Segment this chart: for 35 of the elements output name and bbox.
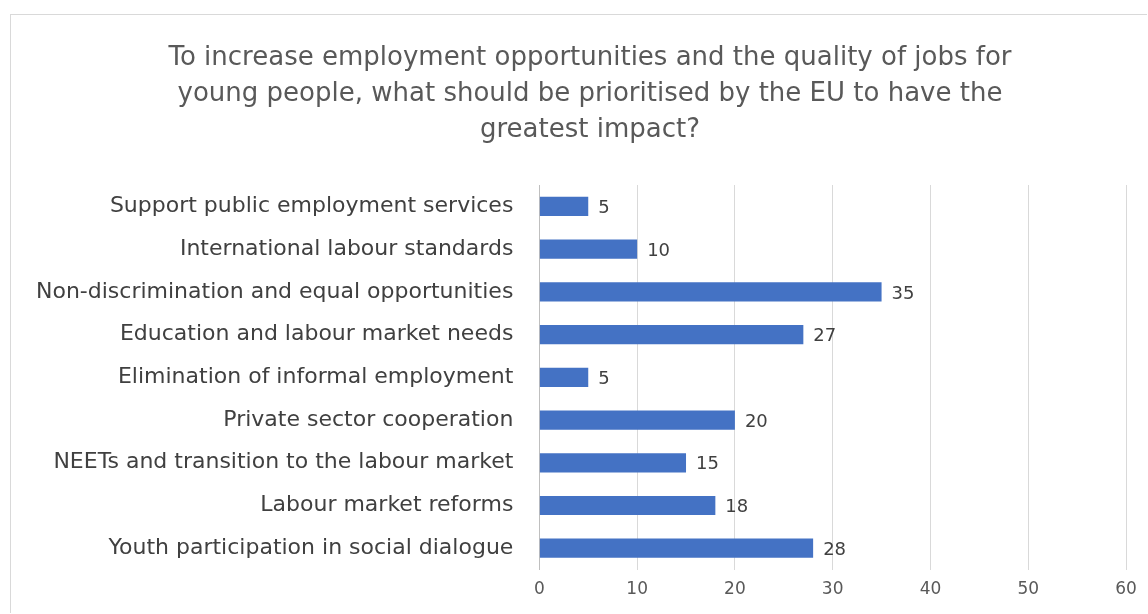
data-label: 5 <box>598 366 610 388</box>
bar <box>539 367 589 387</box>
bar <box>539 410 735 430</box>
x-tick-label: 40 <box>919 578 942 599</box>
bar <box>539 239 638 259</box>
bar <box>539 495 716 516</box>
y-tick-label: Labour market reforms <box>260 491 514 517</box>
chart-title: To increase employment opportunities and the quality of jobs for young people, what should be prioritised by the EU to have the greatest impact? <box>167 40 1013 145</box>
y-tick-label: International labour standards <box>179 234 514 260</box>
bar <box>539 453 687 473</box>
y-tick-label: Support public employment services <box>109 192 514 218</box>
x-tick-label: 0 <box>533 578 545 599</box>
x-tick-label: 20 <box>724 578 746 599</box>
bar <box>539 196 589 216</box>
data-label: 5 <box>598 196 610 218</box>
y-tick-label: Non-discrimination and equal opportunities <box>35 277 514 303</box>
data-label: 28 <box>823 537 847 559</box>
data-label: 18 <box>725 495 749 517</box>
bar <box>539 282 882 302</box>
y-tick-label: Elimination of informal employment <box>117 363 514 389</box>
y-tick-label: Education and labour market needs <box>119 320 514 346</box>
data-label: 27 <box>813 324 837 346</box>
bar <box>539 538 814 558</box>
x-tick-label: 50 <box>1017 578 1040 599</box>
x-tick-label: 30 <box>821 578 844 599</box>
y-tick-label: NEETs and transition to the labour market <box>53 448 514 474</box>
x-tick-label: 10 <box>626 578 648 599</box>
bar <box>539 324 804 345</box>
y-tick-label: Youth participation in social dialogue <box>107 533 514 559</box>
x-tick-label: 60 <box>1115 578 1137 599</box>
y-tick-label: Private sector cooperation <box>223 405 514 431</box>
data-label: 35 <box>891 281 915 303</box>
data-label: 20 <box>744 409 768 431</box>
data-label: 10 <box>647 238 671 260</box>
data-label: 15 <box>696 452 719 474</box>
